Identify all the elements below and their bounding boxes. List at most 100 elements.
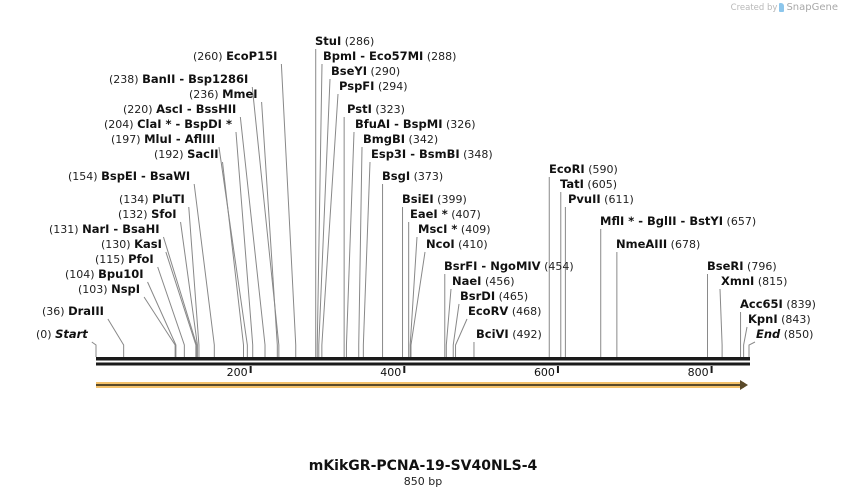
site-leader-lines [91, 49, 756, 357]
site-sfoi[interactable]: (132) SfoI [118, 207, 177, 221]
site-label: PvuII (611) [568, 192, 634, 206]
site-label: BpmI - Eco57MI (288) [323, 49, 456, 63]
site-label: StuI (286) [315, 34, 374, 48]
site-label: (236) MmeI [189, 87, 258, 101]
site-bseri[interactable]: BseRI (796) [707, 259, 777, 273]
site-label: End (850) [756, 327, 813, 341]
leader-line [188, 206, 200, 357]
site-bsrdi[interactable]: BsrDI (465) [460, 289, 528, 303]
ruler-tick [403, 366, 406, 373]
watermark-prefix: Created by [730, 2, 778, 13]
site-naei[interactable]: NaeI (456) [452, 274, 515, 288]
site-acc65i[interactable]: Acc65I (839) [740, 297, 816, 311]
site-kpni[interactable]: KpnI (843) [748, 312, 811, 326]
leader-line [409, 236, 418, 357]
site-label: MscI * (409) [418, 222, 490, 236]
site-pfoi[interactable]: (115) PfoI [95, 252, 154, 266]
leader-line [193, 183, 215, 357]
site-bmgbi[interactable]: BmgBI (342) [363, 132, 438, 146]
site-draiii[interactable]: (36) DraIII [42, 304, 104, 318]
site-pspfi[interactable]: PspFI (294) [339, 79, 408, 93]
site-mfli-bglii-bstyi[interactable]: MflI * - BglII - BstYI (657) [600, 214, 756, 228]
sequence-name: mKikGR-PCNA-19-SV40NLS-4 [308, 458, 538, 474]
site-tati[interactable]: TatI (605) [560, 177, 617, 191]
leader-line [743, 326, 748, 357]
site-stui[interactable]: StuI (286) [315, 34, 374, 48]
ruler-tick [249, 366, 252, 373]
leader-line [218, 146, 248, 357]
ruler-tick [556, 366, 559, 373]
site-label: BsgI (373) [382, 169, 443, 183]
leader-line [321, 93, 339, 357]
site-label: (104) Bpu10I [65, 267, 144, 281]
site-label: BciVI (492) [476, 327, 542, 341]
site-xmni[interactable]: XmnI (815) [721, 274, 787, 288]
site-kasi[interactable]: (130) KasI [101, 237, 162, 251]
leader-line [345, 131, 355, 357]
leader-line [410, 251, 426, 357]
site-ecop15i[interactable]: (260) EcoP15I [193, 49, 277, 63]
site-label: EcoRV (468) [468, 304, 541, 318]
site-pluti[interactable]: (134) PluTI [119, 192, 185, 206]
site-bseyi[interactable]: BseYI (290) [331, 64, 400, 78]
site-bpmi-eco57mi[interactable]: BpmI - Eco57MI (288) [323, 49, 456, 63]
site-bsgi[interactable]: BsgI (373) [382, 169, 443, 183]
sequence-backbone[interactable] [96, 357, 750, 366]
site-sacii[interactable]: (192) SacII [154, 147, 219, 161]
site-banii-bsp1286i[interactable]: (238) BanII - Bsp1286I [109, 72, 248, 86]
site-label: (220) AscI - BssHII [123, 102, 236, 116]
site-bpu10i[interactable]: (104) Bpu10I [65, 267, 144, 281]
site-label: BseRI (796) [707, 259, 777, 273]
site-nspi[interactable]: (103) NspI [78, 282, 140, 296]
site-bfuai-bspmi[interactable]: BfuAI - BspMI (326) [355, 117, 476, 131]
site-ncoi[interactable]: NcoI (410) [426, 237, 488, 251]
site-msci[interactable]: MscI * (409) [418, 222, 490, 236]
site-end[interactable]: End (850) [756, 327, 813, 341]
leader-line [452, 303, 460, 357]
leader-line [251, 86, 280, 357]
ruler-ticks: 200 400 600 800 [227, 366, 713, 379]
site-psti[interactable]: PstI (323) [347, 102, 405, 116]
site-label: Esp3I - BsmBI (348) [371, 147, 493, 161]
site-pvuii[interactable]: PvuII (611) [568, 192, 634, 206]
site-label: XmnI (815) [721, 274, 787, 288]
site-label: (204) ClaI * - BspDI * [104, 117, 232, 131]
site-label: (130) KasI [101, 237, 162, 251]
site-start[interactable]: (0) Start [36, 327, 88, 341]
ruler-tick-label: 600 [534, 366, 555, 379]
site-label: BsrDI (465) [460, 289, 528, 303]
leader-line [162, 236, 198, 357]
site-label: (115) PfoI [95, 252, 154, 266]
site-label: PstI (323) [347, 102, 405, 116]
site-label: (0) Start [36, 327, 88, 341]
site-label: BfuAI - BspMI (326) [355, 117, 476, 131]
site-label: BsiEI (399) [402, 192, 467, 206]
site-label: (154) BspEI - BsaWI [68, 169, 190, 183]
forward-feature-arrow[interactable] [96, 380, 748, 390]
site-nmeaiii[interactable]: NmeAIII (678) [616, 237, 700, 251]
site-label: (36) DraIII [42, 304, 104, 318]
site-bsiei[interactable]: BsiEI (399) [402, 192, 467, 206]
site-asci-bsshii[interactable]: (220) AscI - BssHII [123, 102, 236, 116]
site-label: PspFI (294) [339, 79, 408, 93]
site-bsrfi-ngomiv[interactable]: BsrFI - NgoMIV (454) [444, 259, 574, 273]
site-eaei[interactable]: EaeI * (407) [410, 207, 481, 221]
site-esp3i-bsmbi[interactable]: Esp3I - BsmBI (348) [371, 147, 493, 161]
leader-line [748, 341, 756, 357]
site-mmei[interactable]: (236) MmeI [189, 87, 258, 101]
site-ecorv[interactable]: EcoRV (468) [468, 304, 541, 318]
leader-line [719, 288, 723, 357]
leader-line [235, 131, 254, 357]
site-label: BsrFI - NgoMIV (454) [444, 259, 574, 273]
site-bspei-bsawi[interactable]: (154) BspEI - BsaWI [68, 169, 190, 183]
site-clai-bspdi[interactable]: (204) ClaI * - BspDI * [104, 117, 232, 131]
site-label: TatI (605) [560, 177, 617, 191]
site-labels: (0) Start (36) DraIII (103) NspI(104) Bpu1… [36, 34, 816, 341]
site-bcivi[interactable]: BciVI (492) [476, 327, 542, 341]
site-label: NcoI (410) [426, 237, 488, 251]
site-ecori[interactable]: EcoRI (590) [549, 162, 618, 176]
site-label: BseYI (290) [331, 64, 400, 78]
site-mlui-afliii[interactable]: (197) MluI - AflIII [111, 132, 215, 146]
site-nari-bsahi[interactable]: (131) NarI - BsaHI [49, 222, 159, 236]
